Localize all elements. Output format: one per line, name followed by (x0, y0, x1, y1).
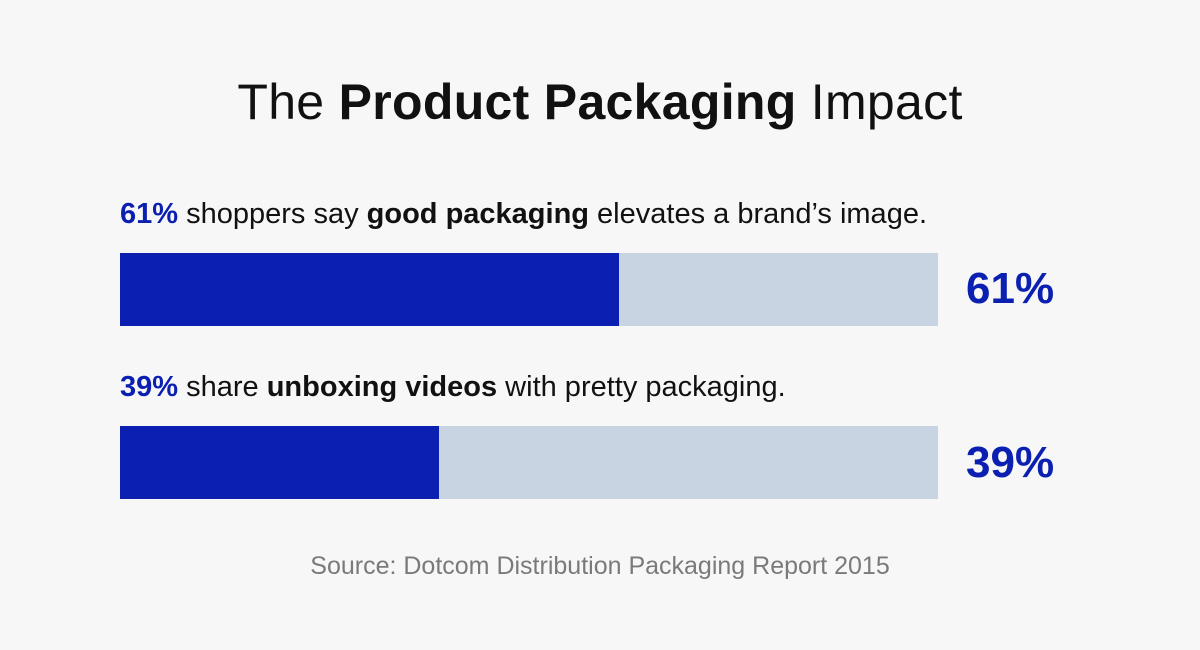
title-post: Impact (796, 74, 963, 130)
bar-track-2 (120, 426, 938, 499)
statement-1-text-b: elevates a brand’s image. (589, 198, 928, 230)
statement-1-text-a: shoppers say (178, 198, 367, 230)
statement-1-bold: good packaging (366, 198, 589, 230)
bar-fill-1 (120, 253, 619, 326)
chart-title: The Product Packaging Impact (0, 72, 1200, 132)
bar-value-label-2: 39% (966, 438, 1055, 487)
statement-2-percent: 39% (120, 371, 179, 403)
bar-fill-2 (120, 426, 440, 499)
bar-track-1 (120, 253, 938, 326)
statement-2-bold: unboxing videos (266, 371, 498, 403)
source-note: Source: Dotcom Distribution Packaging Re… (310, 552, 890, 580)
title-pre: The (237, 74, 339, 130)
statement-1-percent: 61% (120, 198, 179, 230)
statement-2-text-a: share (178, 371, 267, 403)
statement-2: 39% share unboxing videos with pretty pa… (120, 369, 786, 405)
bar-value-label-1: 61% (966, 264, 1055, 313)
title-bold: Product Packaging (338, 74, 797, 130)
statement-2-text-b: with pretty packaging. (497, 371, 786, 403)
statement-1: 61% shoppers say good packaging elevates… (120, 196, 927, 232)
